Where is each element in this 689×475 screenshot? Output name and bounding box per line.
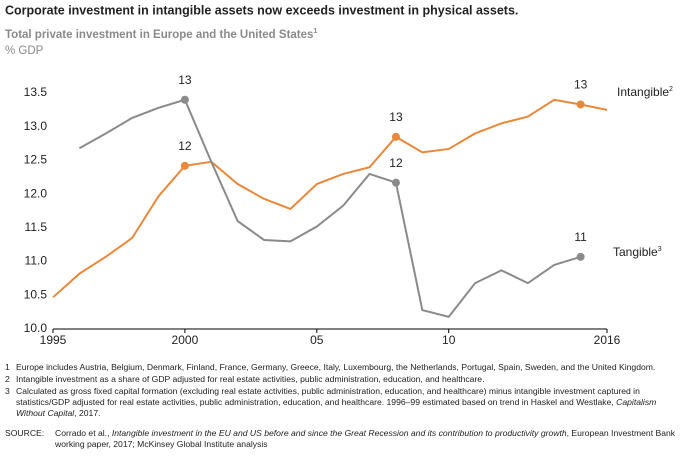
- subtitle-note: 1: [313, 28, 317, 35]
- point-marker: [391, 132, 400, 141]
- note-text: , European Investment Bank working paper…: [55, 428, 676, 449]
- legend-name: Intangible: [617, 85, 669, 99]
- footnote-text: Intangible investment as a share of GDP …: [16, 374, 484, 385]
- legend-name: Tangible: [613, 245, 658, 259]
- note-text: Intangible investment in the EU and US b…: [111, 428, 567, 438]
- footnote-text: Europe includes Austria, Belgium, Denmar…: [16, 362, 655, 373]
- legend-label: Intangible2: [617, 85, 673, 99]
- legend-label: Tangible3: [613, 245, 662, 259]
- data-label: 13: [389, 110, 403, 124]
- y-tick-label: 13.5: [24, 85, 48, 99]
- point-marker: [180, 95, 189, 104]
- y-tick-label: 10.0: [24, 321, 48, 335]
- y-tick-label: 11.5: [25, 220, 48, 234]
- chart: Corporate investment in intangible asset…: [5, 3, 673, 347]
- data-label: 13: [178, 73, 192, 87]
- chart-subtitle: Total private investment in Europe and t…: [5, 28, 317, 41]
- data-label: 13: [574, 78, 588, 92]
- point-marker: [576, 252, 585, 261]
- point-marker: [180, 161, 189, 170]
- source-label: SOURCE:: [5, 428, 45, 438]
- y-tick-label: 11.0: [25, 254, 48, 268]
- x-tick-label: 1995: [40, 333, 67, 347]
- footnote: 1 Europe includes Austria, Belgium, Denma…: [5, 362, 681, 373]
- series-line: [78, 98, 581, 318]
- footnote-marker: 2: [5, 374, 10, 384]
- note-text: Europe includes Austria, Belgium, Denmar…: [16, 362, 656, 372]
- data-label: 11: [574, 230, 587, 244]
- y-tick-label: 13.0: [24, 119, 48, 133]
- x-tick-label: 2016: [594, 333, 621, 347]
- legend-note: 2: [669, 86, 673, 93]
- y-tick-label: 12.0: [24, 186, 48, 200]
- subtitle-text: Total private investment in Europe and t…: [5, 29, 313, 41]
- x-tick-label: 05: [310, 333, 324, 347]
- note-text: Capitalism Without Capital: [16, 397, 657, 418]
- point-marker: [391, 178, 400, 187]
- footnotes: 1 Europe includes Austria, Belgium, Denma…: [5, 362, 681, 450]
- legend-note: 3: [658, 246, 662, 253]
- source-text: Corrado et al., Intangible investment in…: [55, 428, 681, 450]
- note-text: Corrado et al.,: [55, 428, 112, 438]
- note-text: Intangible investment as a share of GDP …: [16, 374, 485, 384]
- point-marker: [576, 100, 585, 109]
- y-axis-label: % GDP: [5, 45, 44, 57]
- y-tick-label: 12.5: [24, 153, 48, 167]
- note-text: , 2017.: [74, 408, 101, 418]
- footnote-marker: 3: [5, 386, 10, 396]
- x-tick-label: 10: [442, 333, 456, 347]
- data-label: 12: [389, 156, 403, 170]
- y-tick-label: 10.5: [24, 287, 48, 301]
- footnote-marker: 1: [5, 362, 10, 372]
- chart-title: Corporate investment in intangible asset…: [5, 3, 518, 17]
- data-label: 12: [178, 139, 192, 153]
- note-text: Calculated as gross fixed capital format…: [16, 386, 640, 407]
- series-line: [52, 98, 608, 299]
- x-tick-label: 2000: [172, 333, 199, 347]
- footnote-text: Calculated as gross fixed capital format…: [16, 386, 681, 419]
- source: SOURCE: Corrado et al., Intangible invest…: [5, 428, 681, 450]
- footnote: 2 Intangible investment as a share of GDP…: [5, 374, 681, 385]
- footnote: 3 Calculated as gross fixed capital forma…: [5, 386, 681, 419]
